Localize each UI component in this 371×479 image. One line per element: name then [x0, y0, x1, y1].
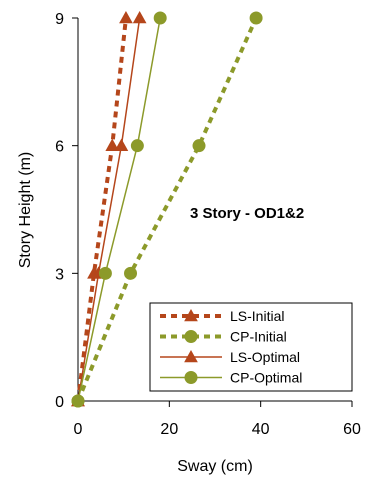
x-tick-label: 20 [160, 421, 178, 438]
series-line [76, 17, 128, 402]
data-point [132, 10, 147, 24]
legend-entry: CP-Initial [160, 329, 287, 345]
data-point [130, 139, 144, 153]
legend-swatch-marker [184, 371, 198, 384]
x-tick-label: 60 [343, 421, 361, 438]
y-tick-label: 6 [55, 139, 64, 156]
data-point [105, 138, 120, 151]
data-point [114, 138, 129, 151]
y-tick-label: 0 [55, 394, 64, 411]
plot-area: 0 20 40 60 0 3 6 9 [55, 10, 361, 438]
series-ls-optimal [71, 10, 147, 407]
data-point [153, 11, 167, 25]
series-line [77, 17, 161, 402]
legend: LS-Initial CP-Initial LS-Optimal CP-Optimal [149, 302, 353, 392]
legend-label: CP-Optimal [230, 370, 302, 386]
y-tick-label: 9 [55, 11, 64, 28]
data-point [249, 11, 263, 25]
legend-swatch-marker [184, 330, 198, 343]
y-axis-title: Story Height (m) [17, 152, 34, 268]
x-tick-label: 0 [74, 421, 83, 438]
legend-entry: CP-Optimal [160, 370, 302, 386]
legend-swatch-marker [184, 308, 198, 322]
x-tick-label: 40 [252, 421, 270, 438]
data-point [71, 394, 85, 408]
data-point [124, 266, 138, 280]
legend-label: LS-Initial [230, 308, 284, 324]
series-cp-optimal [71, 11, 167, 408]
series-line [77, 17, 141, 402]
y-tick-label: 3 [55, 266, 64, 283]
legend-label: LS-Optimal [230, 349, 300, 365]
legend-swatch-marker [184, 349, 198, 363]
chart-annotation: 3 Story - OD1&2 [190, 205, 304, 222]
legend-entry: LS-Optimal [160, 349, 300, 365]
legend-entry: LS-Initial [160, 308, 284, 324]
data-point [192, 139, 206, 153]
series-line [76, 17, 258, 402]
legend-label: CP-Initial [230, 329, 287, 345]
x-axis-title: Sway (cm) [177, 458, 253, 475]
data-point [119, 10, 133, 24]
data-point [98, 266, 112, 280]
